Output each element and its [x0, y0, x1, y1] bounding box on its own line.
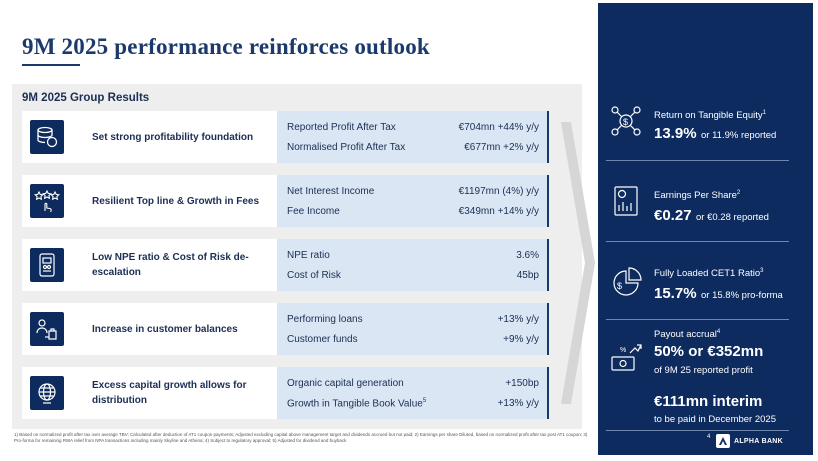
kpi-divider [606, 430, 789, 431]
kpi-panel: $ Return on Tangible Equity1 13.9% or 11… [598, 3, 813, 455]
kpi-label: Return on Tangible Equity1 [654, 110, 766, 122]
kpi-divider [606, 241, 789, 242]
metric-box: Net Interest Income €1197mn (4%) y/y Fee… [277, 175, 549, 227]
page-title: 9M 2025 performance reinforces outlook [22, 34, 430, 59]
report-chart-icon [614, 186, 638, 216]
kpi-divider [606, 160, 789, 161]
network-coin-icon: $ [611, 106, 641, 136]
svg-text:$: $ [617, 281, 622, 291]
metric-box: Performing loans +13% y/y Customer funds… [277, 303, 549, 355]
metric-value: 45bp [516, 270, 539, 281]
svg-text:%: % [620, 347, 626, 354]
row-label-box [22, 239, 277, 291]
metric-line: NPE ratio 3.6% [287, 250, 539, 264]
payout-note: of 9M 25 reported profit [654, 365, 753, 376]
kpi-label: Fully Loaded CET1 Ratio3 [654, 268, 764, 280]
money-growth-icon: % [611, 344, 642, 371]
metric-line: Customer funds +9% y/y [287, 334, 539, 348]
customers-bags-icon [30, 312, 64, 346]
metric-line: Growth in Tangible Book Value5 +13% y/y [287, 398, 539, 412]
metric-line: Cost of Risk 45bp [287, 270, 539, 284]
result-row-profitability: Set strong profitability foundation Repo… [22, 111, 549, 163]
metric-line: Fee Income €349mn +14% y/y [287, 206, 539, 220]
interim-note: to be paid in December 2025 [654, 414, 776, 425]
metric-name: Organic capital generation [287, 378, 404, 389]
metric-value: €1197mn (4%) y/y [458, 186, 539, 197]
metric-name: Growth in Tangible Book Value5 [287, 398, 427, 410]
metric-line: Performing loans +13% y/y [287, 314, 539, 328]
interim-value: €111mn interim [654, 393, 763, 410]
metric-value: +150bp [505, 378, 539, 389]
kpi-label: Earnings Per Share2 [654, 190, 741, 202]
result-row-topline: Resilient Top line & Growth in Fees Net … [22, 175, 549, 227]
metric-value: €677mn +2% y/y [464, 142, 539, 153]
metric-name: Cost of Risk [287, 270, 341, 281]
metric-line: Reported Profit After Tax €704mn +44% y/… [287, 122, 539, 136]
alpha-bank-logo: ALPHA BANK [716, 434, 783, 448]
row-label: Increase in customer balances [92, 323, 238, 335]
title-underline [22, 64, 80, 66]
page-number: 4 [707, 434, 711, 440]
metric-value: +9% y/y [503, 334, 539, 345]
row-label: Excess capital growth allows for distrib… [92, 380, 247, 406]
row-label-box [22, 367, 277, 419]
metric-line: Net Interest Income €1197mn (4%) y/y [287, 186, 539, 200]
metric-box: Reported Profit After Tax €704mn +44% y/… [277, 111, 549, 163]
kpi-value: 13.9% or 11.9% reported [654, 125, 777, 142]
svg-text:$: $ [623, 117, 628, 127]
stars-rating-icon [30, 184, 64, 218]
metric-value: +13% y/y [497, 398, 539, 409]
metric-box: NPE ratio 3.6% Cost of Risk 45bp [277, 239, 549, 291]
metric-name: Performing loans [287, 314, 363, 325]
metric-name: Customer funds [287, 334, 358, 345]
metric-name: NPE ratio [287, 250, 330, 261]
row-label: Set strong profitability foundation [92, 131, 254, 143]
chevron-arrow-icon [561, 122, 595, 404]
payout-value: 50% or €352mn [654, 343, 764, 360]
metric-value: 3.6% [516, 250, 539, 261]
kpi-label: Payout accrual4 [654, 329, 721, 341]
section-title: 9M 2025 Group Results [22, 92, 150, 104]
phone-chart-icon [30, 248, 64, 282]
metric-value: +13% y/y [497, 314, 539, 325]
row-label-box [22, 303, 277, 355]
metric-line: Organic capital generation +150bp [287, 378, 539, 392]
globe-icon [30, 376, 64, 410]
alpha-bank-logo-icon [716, 434, 730, 448]
kpi-value: 15.7% or 15.8% pro-forma [654, 285, 783, 302]
result-row-npe: Low NPE ratio & Cost of Risk de-escalati… [22, 239, 549, 291]
row-label-box [22, 175, 277, 227]
row-label: Resilient Top line & Growth in Fees [92, 195, 260, 207]
kpi-value: €0.27 or €0.28 reported [654, 207, 769, 224]
result-row-balances: Increase in customer balances Performing… [22, 303, 549, 355]
row-label: Low NPE ratio & Cost of Risk de-escalati… [92, 252, 249, 278]
pie-coin-icon: $ [613, 267, 642, 296]
metric-name: Net Interest Income [287, 186, 375, 197]
metric-name: Normalised Profit After Tax [287, 142, 406, 153]
kpi-divider [606, 319, 789, 320]
database-coin-icon [30, 120, 64, 154]
row-label-box [22, 111, 277, 163]
metric-value: €704mn +44% y/y [458, 122, 539, 133]
metric-name: Fee Income [287, 206, 340, 217]
result-row-capital: Excess capital growth allows for distrib… [22, 367, 549, 419]
metric-box: Organic capital generation +150bp Growth… [277, 367, 549, 419]
metric-line: Normalised Profit After Tax €677mn +2% y… [287, 142, 539, 156]
metric-name: Reported Profit After Tax [287, 122, 396, 133]
footnote: 1) Based on normalized profit after tax … [14, 432, 588, 443]
metric-value: €349mn +14% y/y [458, 206, 539, 217]
brand-name: ALPHA BANK [734, 437, 784, 445]
